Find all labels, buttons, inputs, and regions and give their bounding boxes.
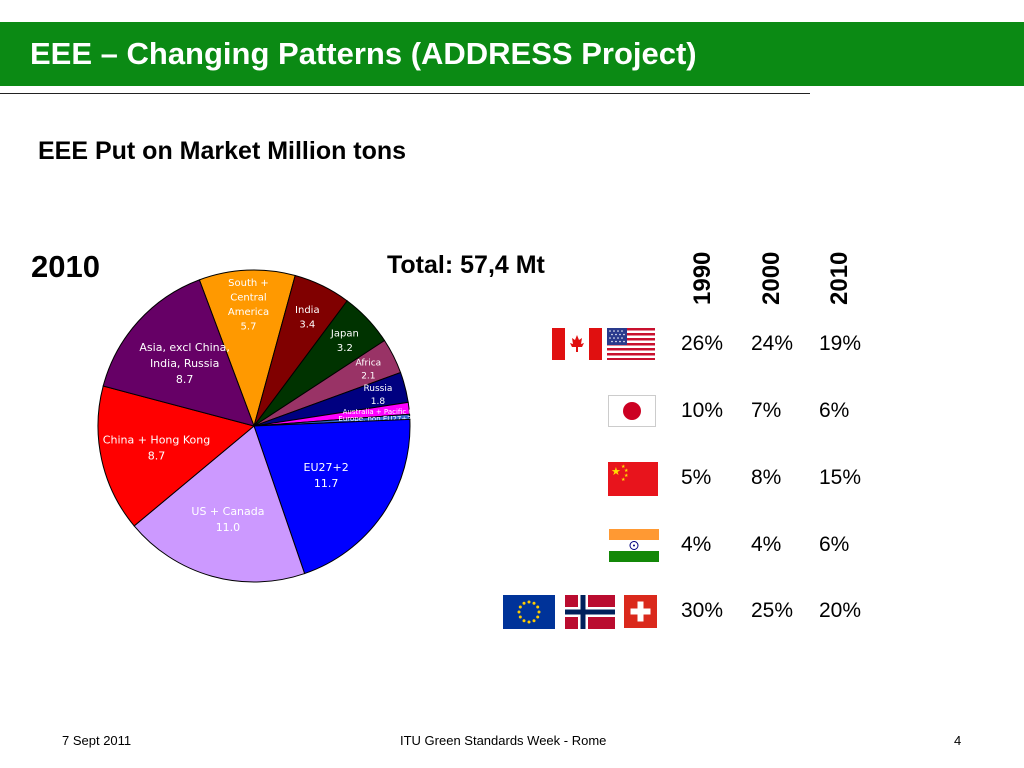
pie-slice-china-hong-kong [97, 385, 256, 527]
title-rule [0, 93, 810, 94]
share-row-india: 4% 4% 6% [0, 528, 1024, 562]
pie-label-australia-pacific: Australia + Pacific 0.7 [343, 408, 420, 416]
share-cell-us-canada-1990: 26% [681, 332, 724, 355]
usa-flag-icon [607, 328, 655, 360]
share-cell-eu27-2-2000: 25% [751, 599, 794, 622]
pie-label-japan: Japan 3.2 [330, 329, 359, 355]
china-flag-icon: ★ ★ ★ ★ ★ [608, 462, 658, 496]
pie-label-us-canada: US + Canada 11.0 [191, 505, 264, 534]
share-row-eu27-2: 30% 25% 20% [0, 594, 1024, 629]
chart-year-label: 2010 [31, 249, 100, 284]
svg-text:★: ★ [611, 465, 621, 478]
share-row-us-canada: 26% 24% 19% [0, 327, 1024, 361]
share-cell-china-2010: 15% [819, 466, 862, 489]
pie-label-russia: Russia 1.8 [363, 384, 392, 407]
year-header-2000-text: 2000 [758, 251, 785, 305]
svg-text:★: ★ [624, 468, 629, 474]
pie-label-africa: Africa 2.1 [356, 358, 382, 381]
slide-title: EEE – Changing Patterns (ADDRESS Project… [30, 36, 697, 71]
norway-flag-icon [565, 595, 615, 629]
share-cell-china-2000: 8% [751, 466, 782, 489]
pie-label-india: India 3.4 [295, 305, 320, 331]
japan-flag-icon [608, 395, 656, 427]
share-cell-japan-1990: 10% [681, 399, 724, 422]
pie-label-eu27-2: EU27+2 11.7 [304, 461, 349, 490]
chart-subtitle: EEE Put on Market Million tons [38, 137, 407, 165]
share-row-japan: 10% 7% 6% [0, 394, 1024, 428]
pie-slice-south-central-america [198, 269, 296, 428]
pie-slice-eu27-2 [253, 418, 411, 575]
share-cell-us-canada-2010: 19% [819, 332, 862, 355]
eu-flag-icon [503, 595, 555, 629]
header-bar [0, 22, 1024, 86]
share-cell-japan-2010: 6% [819, 399, 850, 422]
chart-total-label: Total: 57,4 Mt [387, 251, 545, 279]
share-cell-japan-2000: 7% [751, 399, 782, 422]
pie-label-asia-excl-china-india-russia: Asia, excl China, India, Russia 8.7 [139, 341, 229, 386]
share-cell-eu27-2-1990: 30% [681, 599, 724, 622]
switzerland-flag-icon [624, 595, 657, 628]
pie-slice-asia-excl-china-india-russia [102, 279, 255, 427]
share-cell-india-2010: 6% [819, 533, 850, 556]
footer-date: 7 Sept 2011 [62, 733, 132, 748]
pie-slice-us-canada [133, 425, 306, 583]
footer-event: ITU Green Standards Week - Rome [400, 733, 607, 748]
svg-text:★: ★ [624, 473, 629, 479]
share-cell-india-2000: 4% [751, 533, 782, 556]
share-cell-china-1990: 5% [681, 466, 712, 489]
footer-page-number: 4 [954, 733, 962, 748]
share-row-china: ★ ★ ★ ★ ★ 5% 8% 15% [0, 461, 1024, 496]
year-header-2010-text: 2010 [826, 251, 853, 305]
india-flag-icon [609, 529, 659, 562]
pie-label-europe-non-eu27-2: Europe, non EU27+2 0.3 [338, 415, 425, 423]
canada-flag-icon [552, 328, 602, 360]
share-cell-us-canada-2000: 24% [751, 332, 794, 355]
year-header-1990-text: 1990 [689, 251, 716, 305]
share-cell-eu27-2-2010: 20% [819, 599, 862, 622]
svg-text:★: ★ [621, 464, 626, 470]
pie-label-china-hong-kong: China + Hong Kong 8.7 [103, 433, 210, 462]
share-cell-india-1990: 4% [681, 533, 712, 556]
svg-text:★: ★ [621, 477, 626, 483]
pie-label-south-central-america: South + Central America 5.7 [228, 278, 269, 333]
